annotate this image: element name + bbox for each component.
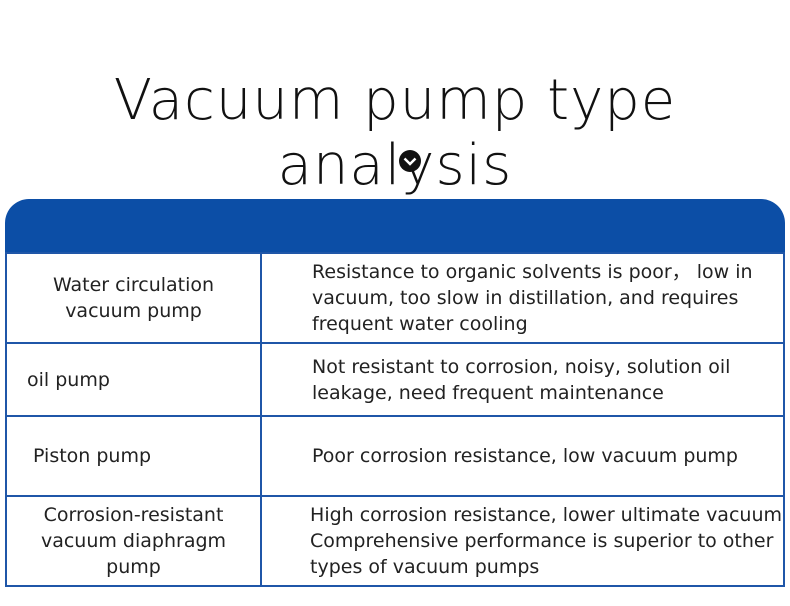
- cell-text: vacuum, too slow in distillation, and re…: [312, 287, 739, 309]
- cell-text: Piston pump: [33, 445, 152, 467]
- cell-text: High corrosion resistance, lower ultimat…: [310, 504, 782, 526]
- chevron-icon: [399, 150, 421, 172]
- title: Vacuum pump type analysis: [113, 68, 677, 198]
- type-cell: Piston pump: [4, 415, 263, 497]
- cell-text: oil pump: [27, 368, 110, 391]
- cell-text: Water circulation: [52, 274, 215, 296]
- table-header-bar: [5, 199, 785, 252]
- description-cell: Not resistant to corrosion, noisy, solut…: [260, 342, 785, 417]
- description-cell: Resistance to organic solvents is poor， …: [260, 252, 785, 344]
- type-cell: oil pump: [4, 342, 263, 417]
- description-cell: Poor corrosion resistance, low vacuum pu…: [260, 415, 785, 497]
- table-row: Corrosion-resistant vacuum diaphragm pump H…: [4, 495, 785, 587]
- table: Water circulation vacuum pump Resistance t…: [4, 252, 785, 587]
- cell-text: vacuum pump: [65, 300, 202, 322]
- cell-text: Not resistant to corrosion, noisy, solut…: [312, 355, 731, 378]
- cell-text: Poor corrosion resistance, low vacuum pu…: [312, 445, 738, 467]
- cell-text: Comprehensive performance is superior to…: [310, 530, 774, 552]
- table-row: Water circulation vacuum pump Resistance t…: [4, 252, 785, 344]
- cell-text: pump: [106, 556, 161, 578]
- type-cell: Corrosion-resistant vacuum diaphragm pump: [4, 495, 263, 587]
- type-cell: Water circulation vacuum pump: [4, 252, 263, 344]
- cell-text: types of vacuum pumps: [310, 556, 540, 578]
- table-row: oil pump Not resistant to corrosion, nois…: [4, 342, 785, 417]
- description-cell: High corrosion resistance, lower ultimat…: [260, 495, 785, 587]
- cell-text: Resistance to organic solvents is poor， …: [312, 261, 753, 283]
- table-row: Piston pump Poor corrosion resistance, lo…: [4, 415, 785, 497]
- cell-text: Corrosion-resistant: [43, 504, 224, 526]
- cell-text: vacuum diaphragm: [40, 530, 227, 552]
- cell-text: frequent water cooling: [312, 313, 528, 335]
- cell-text: leakage, need frequent maintenance: [312, 381, 664, 404]
